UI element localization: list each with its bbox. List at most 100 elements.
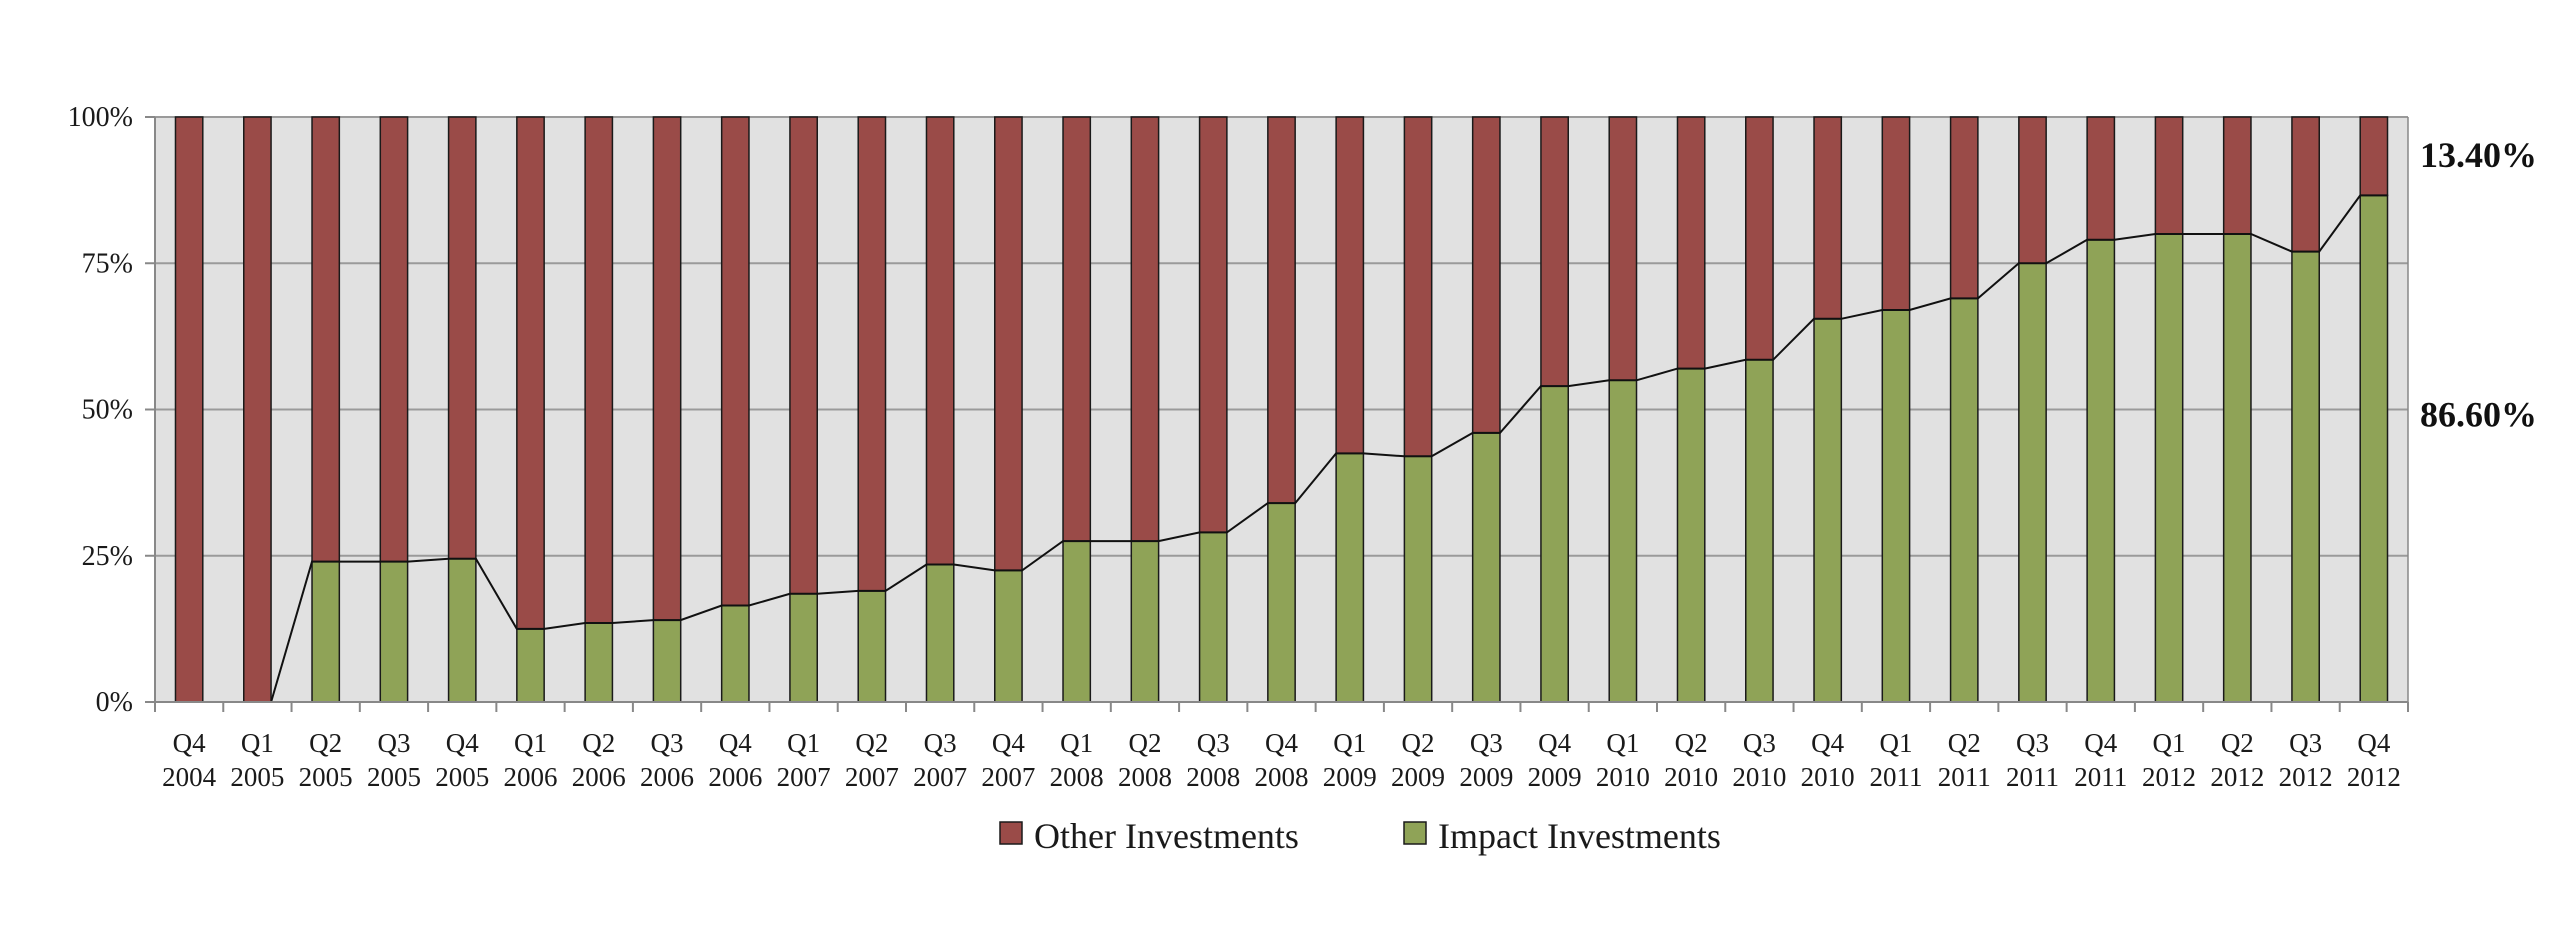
bar-other-investments (243, 116, 272, 703)
x-tick-label-year: 2012 (2210, 762, 2264, 792)
bar-other-investments (2222, 116, 2252, 235)
x-tick-label-year: 2010 (1596, 762, 1650, 792)
x-tick-label-quarter: Q2 (855, 728, 888, 758)
x-tick-label-quarter: Q4 (2357, 728, 2390, 758)
bar-other-investments (720, 116, 750, 607)
x-tick-label-year: 2009 (1323, 762, 1377, 792)
x-tick-label-quarter: Q3 (1470, 728, 1503, 758)
bar-other-investments (447, 116, 477, 560)
legend-label-impact-investments: Impact Investments (1438, 816, 1721, 856)
bar-other-investments (925, 116, 955, 566)
bar-impact-investments (925, 563, 955, 703)
x-tick-label-quarter: Q3 (377, 728, 410, 758)
x-tick-label-quarter: Q4 (173, 728, 206, 758)
x-tick-label-quarter: Q2 (582, 728, 615, 758)
bar-other-investments (516, 116, 545, 630)
impact-trend-line (175, 194, 2388, 703)
x-tick-label-year: 2005 (299, 762, 353, 792)
bar-impact-investments (2291, 250, 2320, 703)
x-tick-label-year: 2006 (708, 762, 762, 792)
x-tick-label-year: 2009 (1391, 762, 1445, 792)
x-tick-label-year: 2008 (1255, 762, 1309, 792)
annotation-other-investments: 13.40% (2420, 135, 2537, 175)
bar-impact-investments (1540, 385, 1569, 703)
bar-impact-investments (2222, 233, 2252, 703)
x-tick-label-quarter: Q3 (2016, 728, 2049, 758)
x-tick-label-quarter: Q1 (1879, 728, 1912, 758)
bar-other-investments (1335, 116, 1365, 455)
bar-other-investments (1062, 116, 1092, 542)
bar-other-investments (1471, 116, 1501, 434)
x-tick-label-year: 2007 (981, 762, 1035, 792)
bar-impact-investments (2154, 233, 2184, 703)
bar-impact-investments (1062, 540, 1092, 703)
x-tick-label-year: 2010 (1732, 762, 1786, 792)
x-tick-label-year: 2007 (777, 762, 831, 792)
bar-other-investments (2086, 116, 2116, 241)
x-tick-label-quarter: Q1 (2153, 728, 2186, 758)
bar-impact-investments (1813, 318, 1843, 703)
bar-impact-investments (2359, 194, 2389, 703)
x-tick-label-quarter: Q3 (651, 728, 684, 758)
bar-impact-investments (1130, 540, 1160, 703)
bar-other-investments (1540, 116, 1569, 387)
x-tick-label-year: 2007 (845, 762, 899, 792)
bar-other-investments (1267, 116, 1296, 504)
bar-other-investments (584, 116, 614, 624)
x-tick-label-year: 2006 (640, 762, 694, 792)
y-tick-label: 75% (82, 248, 133, 279)
x-tick-label-year: 2009 (1528, 762, 1582, 792)
legend-swatch-impact-investments (1403, 821, 1427, 845)
x-tick-label-quarter: Q1 (241, 728, 274, 758)
bar-other-investments (379, 116, 409, 563)
bar-other-investments (789, 116, 818, 595)
bar-other-investments (1676, 116, 1706, 370)
bar-other-investments (174, 116, 204, 703)
bar-impact-investments (652, 619, 682, 703)
x-tick-label-year: 2012 (2279, 762, 2333, 792)
bar-impact-investments (584, 622, 614, 703)
x-tick-label-year: 2011 (1938, 762, 1991, 792)
x-tick-label-quarter: Q1 (1333, 728, 1366, 758)
bar-impact-investments (2018, 262, 2047, 703)
y-tick-label: 50% (82, 395, 133, 426)
bar-impact-investments (1267, 502, 1296, 703)
bar-other-investments (857, 116, 887, 592)
bar-impact-investments (1335, 452, 1365, 703)
x-tick-label-quarter: Q3 (1197, 728, 1230, 758)
bar-impact-investments (1745, 359, 1774, 703)
x-tick-label-quarter: Q4 (719, 728, 752, 758)
x-tick-label-year: 2004 (162, 762, 217, 792)
bar-other-investments (2018, 116, 2047, 264)
x-tick-label-quarter: Q3 (1743, 728, 1776, 758)
x-tick-label-year: 2012 (2347, 762, 2401, 792)
bar-other-investments (1130, 116, 1160, 542)
x-tick-label-quarter: Q3 (924, 728, 957, 758)
bar-impact-investments (1471, 432, 1501, 703)
x-tick-label-year: 2011 (2074, 762, 2127, 792)
bar-other-investments (1198, 116, 1228, 534)
x-tick-label-quarter: Q2 (1675, 728, 1708, 758)
bar-other-investments (311, 116, 341, 563)
bar-other-investments (1949, 116, 1979, 300)
bar-other-investments (1608, 116, 1638, 381)
x-tick-label-year: 2011 (2006, 762, 2059, 792)
y-tick-label: 25% (82, 541, 133, 572)
x-tick-label-quarter: Q4 (446, 728, 479, 758)
x-tick-label-year: 2012 (2142, 762, 2196, 792)
bar-impact-investments (720, 604, 750, 703)
bar-other-investments (1813, 116, 1843, 320)
bar-impact-investments (1881, 309, 1911, 703)
x-tick-label-year: 2008 (1050, 762, 1104, 792)
x-tick-label-quarter: Q4 (1265, 728, 1298, 758)
x-tick-label-quarter: Q4 (1538, 728, 1571, 758)
x-tick-label-quarter: Q2 (2221, 728, 2254, 758)
bar-impact-investments (994, 569, 1023, 703)
bar-impact-investments (379, 560, 409, 703)
x-tick-label-year: 2011 (1869, 762, 1922, 792)
bar-other-investments (994, 116, 1023, 572)
bar-impact-investments (1403, 455, 1433, 703)
bar-impact-investments (857, 590, 887, 703)
